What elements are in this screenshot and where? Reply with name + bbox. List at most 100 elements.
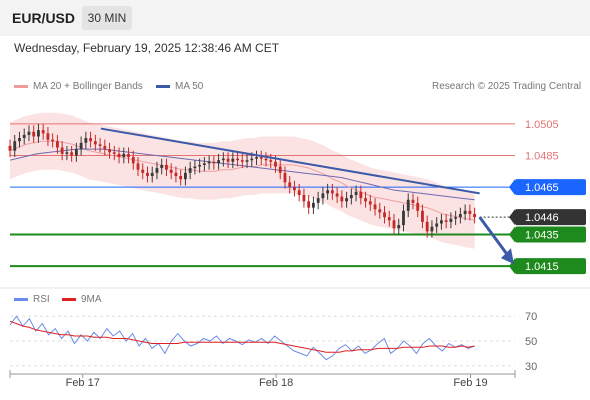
candle-body (449, 218, 453, 222)
candle-body (127, 153, 130, 158)
candle-body (131, 157, 135, 164)
candle-body (274, 161, 277, 167)
candle-body (74, 149, 78, 156)
candle-body (311, 202, 315, 208)
candle-body (307, 201, 311, 208)
candle-body (316, 198, 320, 203)
candle-body (174, 172, 178, 177)
candle-body (27, 131, 31, 135)
candle-body (51, 139, 55, 142)
candle-body (141, 169, 145, 173)
candle-body (297, 190, 301, 195)
candle-body (79, 142, 83, 150)
ma20-legend-swatch (14, 85, 28, 88)
candle-body (236, 158, 239, 161)
price-level-tag (515, 179, 586, 196)
candle-body (65, 152, 69, 154)
instrument-symbol: EUR/USD (12, 10, 76, 26)
forecast-arrow (478, 216, 509, 256)
candle-body (22, 134, 26, 139)
candle-body (406, 199, 410, 211)
candle-body (278, 166, 282, 173)
bollinger-band (10, 112, 475, 249)
candle-body (293, 187, 296, 191)
candle-body (378, 209, 382, 213)
candle-body (397, 225, 401, 229)
candle-body (345, 198, 349, 202)
candle-body (221, 158, 225, 161)
candle-body (264, 158, 268, 161)
rsi-tick-label: 50 (525, 336, 537, 348)
candle-body (217, 160, 221, 164)
rsi-line (9, 315, 475, 361)
ma50-legend-swatch (156, 85, 170, 88)
x-tick-label: Feb 19 (453, 377, 487, 389)
candle-body (383, 212, 386, 218)
price-level-label: 1.0415 (525, 261, 559, 273)
rsi-legend-swatch (14, 298, 28, 301)
candle-body (250, 158, 254, 161)
rsi-tick-label: 70 (525, 311, 537, 323)
timeframe-button[interactable]: 30 MIN (82, 6, 132, 30)
candle-body (202, 163, 206, 165)
candle-body (354, 191, 358, 195)
price-level-label: 1.0505 (525, 119, 559, 131)
candle-body (259, 157, 263, 159)
candle-body (231, 158, 235, 162)
candle-body (340, 196, 344, 202)
candle-body (444, 220, 448, 222)
price-level-tag-pointer (509, 209, 515, 226)
candle-body (288, 182, 292, 188)
x-tick-label: Feb 18 (259, 377, 293, 389)
candle-body (150, 172, 154, 177)
rsi-ma-legend-swatch (62, 298, 76, 301)
candle-body (60, 147, 64, 154)
candle-body (392, 220, 396, 229)
candle-body (387, 217, 391, 221)
ma50-legend-label: MA 50 (175, 81, 204, 92)
candle-body (32, 131, 36, 137)
forecast-arrowhead (500, 248, 514, 265)
candle-body (321, 193, 325, 199)
candle-body (55, 141, 59, 148)
candle-body (136, 163, 140, 170)
candle-body (359, 191, 363, 199)
candle-body (165, 164, 168, 170)
candle-body (402, 210, 405, 226)
candle-body (425, 221, 429, 232)
candle-body (283, 172, 287, 183)
candle-body (421, 210, 424, 222)
candle-body (13, 141, 17, 151)
candle-body (212, 161, 216, 164)
price-level-tag-pointer (509, 226, 515, 243)
price-level-tag-pointer (509, 179, 515, 196)
header-bar: EUR/USD 30 MIN (0, 0, 590, 36)
candle-body (179, 176, 183, 180)
candle-body (37, 130, 40, 137)
candle-body (103, 145, 107, 150)
candle-body (458, 213, 462, 218)
rsi-ma-line (9, 320, 475, 353)
candle-body (302, 195, 306, 202)
candle-body (169, 169, 173, 173)
candle-body (368, 201, 372, 205)
candle-body (146, 172, 149, 177)
candle-body (155, 168, 159, 173)
rsi-legend-label: RSI (33, 294, 50, 305)
candle-body (188, 168, 192, 173)
candle-body (70, 152, 74, 156)
candle-body (98, 144, 102, 146)
candle-body (463, 210, 467, 214)
candle-body (416, 202, 420, 211)
candle-body (46, 133, 50, 140)
candle-body (8, 145, 12, 151)
candle-body (364, 198, 367, 202)
rsi-ma-legend-label: 9MA (81, 294, 102, 305)
candle-body (255, 157, 258, 159)
candle-body (269, 160, 273, 162)
candle-body (108, 149, 111, 153)
price-level-label: 1.0465 (525, 182, 559, 194)
candle-body (117, 153, 121, 158)
credit-text: Research © 2025 Trading Central (432, 81, 582, 92)
